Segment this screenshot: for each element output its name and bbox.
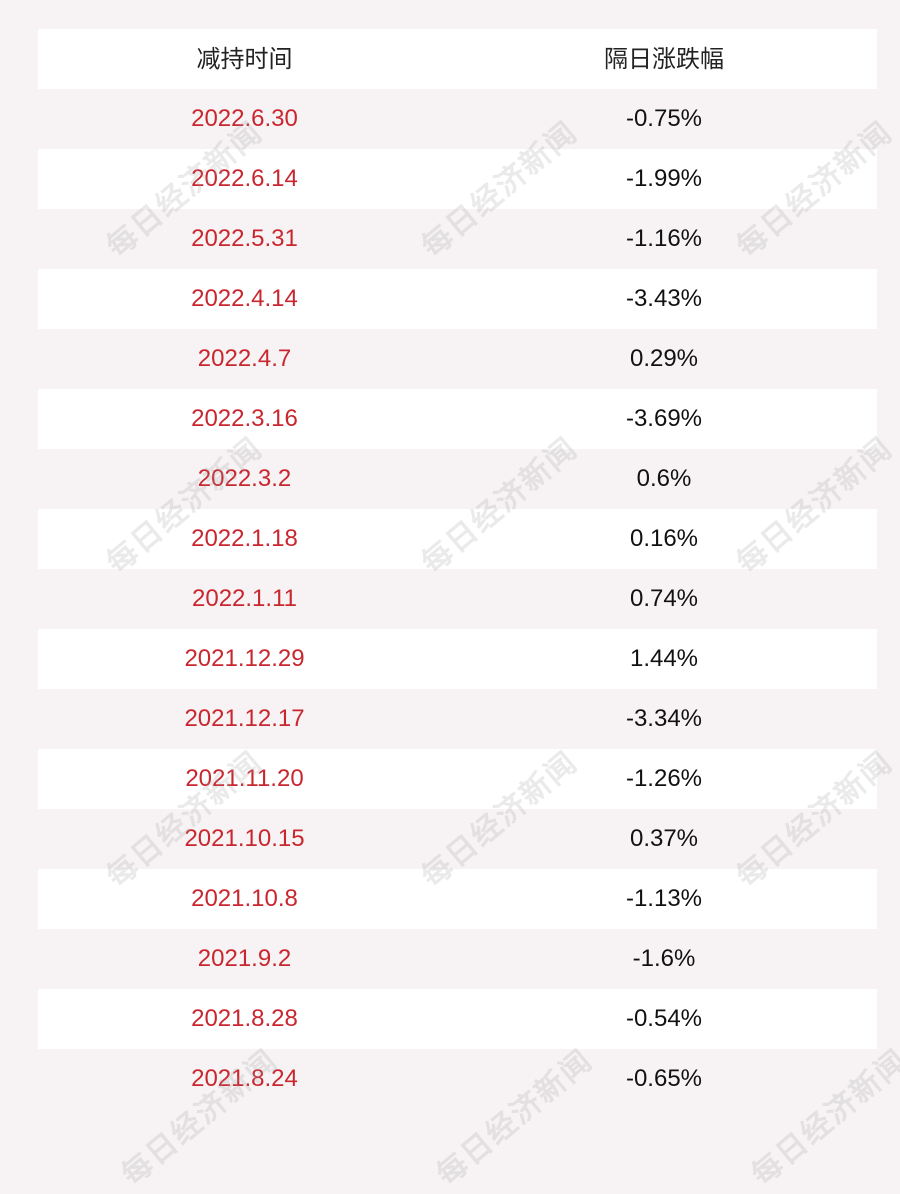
table-row: 2021.12.17 -3.34% [38, 689, 877, 749]
reduction-date: 2022.6.14 [191, 165, 298, 192]
table-row: 2021.8.28 -0.54% [38, 989, 877, 1049]
table-body: 2022.6.30 -0.75% 2022.6.14 -1.99% 2022.5.31 -… [38, 89, 877, 1109]
reduction-date: 2021.8.24 [191, 1065, 298, 1092]
next-day-change: -1.99% [625, 165, 703, 192]
table-row: 2022.6.14 -1.99% [38, 149, 877, 209]
reduction-date: 2021.12.17 [184, 705, 305, 732]
next-day-change: -1.6% [632, 945, 696, 972]
next-day-change: -1.16% [625, 225, 703, 252]
table-row: 2022.1.18 0.16% [38, 509, 877, 569]
reduction-date: 2021.8.28 [191, 1005, 298, 1032]
next-day-change: -3.69% [625, 405, 703, 432]
reduction-date: 2022.4.7 [197, 345, 292, 372]
reduction-date: 2021.10.8 [191, 885, 298, 912]
table-row: 2021.9.2 -1.6% [38, 929, 877, 989]
next-day-change: 0.6% [636, 465, 692, 492]
next-day-change: 0.74% [629, 585, 699, 612]
table-row: 2021.10.15 0.37% [38, 809, 877, 869]
next-day-change: 0.29% [629, 345, 699, 372]
next-day-change: -3.43% [625, 285, 703, 312]
table-row: 2022.4.7 0.29% [38, 329, 877, 389]
table-row: 2022.3.16 -3.69% [38, 389, 877, 449]
reduction-table: 减持时间 隔日涨跌幅 2022.6.30 -0.75% 2022.6.14 -1.99… [38, 29, 877, 1109]
table-row: 2022.4.14 -3.43% [38, 269, 877, 329]
table-row: 2021.11.20 -1.26% [38, 749, 877, 809]
table-header: 减持时间 隔日涨跌幅 [38, 29, 877, 89]
reduction-date: 2022.6.30 [191, 105, 298, 132]
table-row: 2021.12.29 1.44% [38, 629, 877, 689]
next-day-change: -3.34% [625, 705, 703, 732]
table-row: 2022.3.2 0.6% [38, 449, 877, 509]
reduction-date: 2021.10.15 [184, 825, 305, 852]
table-row: 2022.5.31 -1.16% [38, 209, 877, 269]
next-day-change: -1.26% [625, 765, 703, 792]
table-row: 2021.10.8 -1.13% [38, 869, 877, 929]
next-day-change: 0.37% [629, 825, 699, 852]
next-day-change: 1.44% [629, 645, 699, 672]
reduction-date: 2022.3.2 [197, 465, 292, 492]
reduction-date: 2022.4.14 [191, 285, 298, 312]
reduction-date: 2022.1.11 [192, 585, 297, 612]
reduction-date: 2022.3.16 [191, 405, 298, 432]
next-day-change: -0.65% [625, 1065, 703, 1092]
next-day-change: -0.75% [625, 105, 703, 132]
reduction-date: 2022.5.31 [191, 225, 298, 252]
reduction-date: 2021.9.2 [197, 945, 292, 972]
reduction-date: 2021.11.20 [185, 765, 304, 792]
table-row: 2022.1.11 0.74% [38, 569, 877, 629]
header-date: 减持时间 [196, 45, 293, 73]
next-day-change: -0.54% [625, 1005, 703, 1032]
reduction-date: 2022.1.18 [191, 525, 298, 552]
reduction-date: 2021.12.29 [184, 645, 305, 672]
table-row: 2022.6.30 -0.75% [38, 89, 877, 149]
next-day-change: 0.16% [629, 525, 699, 552]
header-change: 隔日涨跌幅 [604, 45, 724, 73]
next-day-change: -1.13% [625, 885, 703, 912]
table-row: 2021.8.24 -0.65% [38, 1049, 877, 1109]
